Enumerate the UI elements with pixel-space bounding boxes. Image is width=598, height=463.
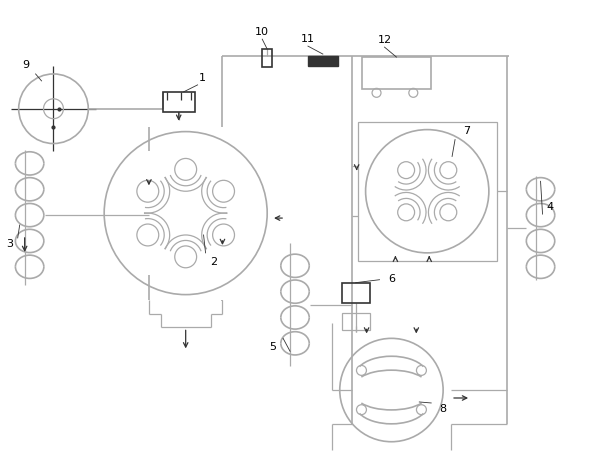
Polygon shape <box>308 57 338 67</box>
Text: 9: 9 <box>22 60 29 70</box>
Text: 2: 2 <box>210 256 217 266</box>
Bar <box>341 283 370 303</box>
Bar <box>341 313 370 331</box>
Text: 6: 6 <box>388 273 395 283</box>
Text: 11: 11 <box>301 34 315 44</box>
Text: 4: 4 <box>547 202 554 212</box>
Text: 12: 12 <box>377 35 392 45</box>
Text: 5: 5 <box>270 342 277 351</box>
Text: 1: 1 <box>199 73 206 83</box>
Text: 7: 7 <box>463 125 471 135</box>
Bar <box>358 122 497 261</box>
Text: 3: 3 <box>6 238 13 248</box>
Bar <box>362 58 431 90</box>
Bar <box>163 93 194 113</box>
Text: 10: 10 <box>255 27 269 37</box>
Text: 8: 8 <box>440 403 447 413</box>
Bar <box>262 50 272 68</box>
